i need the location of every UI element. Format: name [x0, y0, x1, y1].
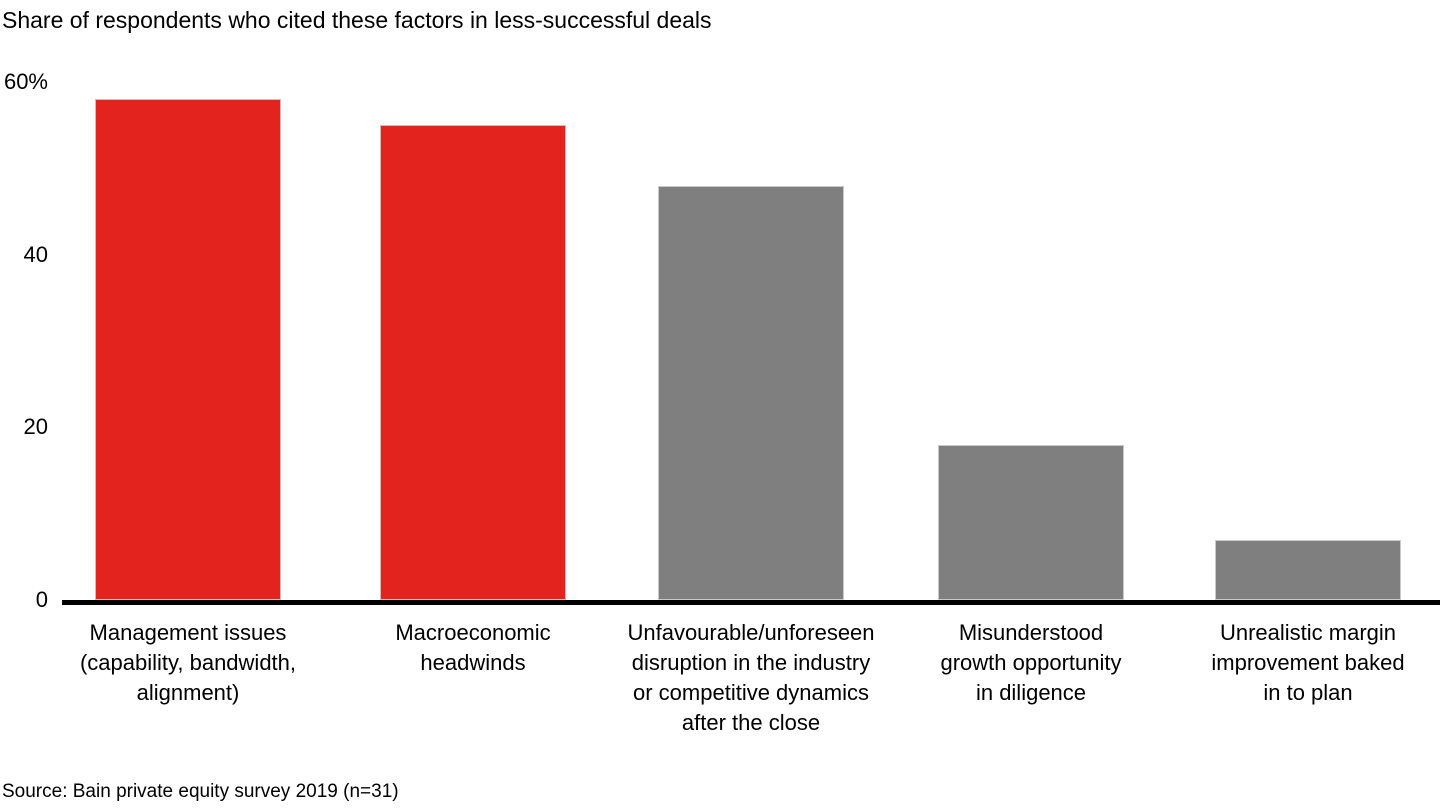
- y-axis-tick-label: 40: [23, 241, 48, 267]
- bar: [938, 444, 1124, 600]
- x-axis-label-line: Unrealistic margin: [1219, 620, 1397, 645]
- y-axis-tick-label: 60%: [3, 69, 48, 94]
- x-axis-label-line: in diligence: [975, 680, 1087, 705]
- x-axis-label-line: growth opportunity: [940, 650, 1122, 675]
- x-axis-label-line: or competitive dynamics: [633, 680, 869, 705]
- x-axis-label-line: disruption in the industry: [631, 650, 871, 675]
- x-axis-category-label: Macroeconomic headwinds: [313, 618, 633, 678]
- bar: [658, 185, 844, 600]
- x-axis-label-line: Misunderstood: [958, 620, 1104, 645]
- bar: [1215, 539, 1401, 600]
- source-note: Source: Bain private equity survey 2019 …: [2, 781, 399, 802]
- x-axis-category-label: Unrealistic margin improvement baked in to…: [1148, 618, 1440, 708]
- x-axis-line: [62, 600, 1440, 605]
- x-axis-label-line: (capability, bandwidth,: [79, 650, 297, 675]
- chart-title: Share of respondents who cited these fac…: [2, 7, 712, 33]
- x-axis-category-label: Misunderstood growth opportunity in dilige…: [871, 618, 1191, 708]
- x-axis-label-line: in to plan: [1263, 680, 1353, 705]
- x-axis-label-line: Macroeconomic: [395, 620, 551, 645]
- x-axis-label-line: headwinds: [420, 650, 526, 675]
- x-axis-label-line: improvement baked: [1211, 650, 1405, 675]
- bar: [95, 99, 281, 600]
- x-axis-category-label: Unfavourable/unforeseen disruption in the…: [591, 618, 911, 738]
- bar: [380, 125, 566, 600]
- x-axis-label-line: Unfavourable/unforeseen: [627, 620, 875, 645]
- x-axis-label-line: after the close: [681, 710, 821, 735]
- y-axis-tick-label: 20: [23, 414, 48, 440]
- x-axis-category-label: Management issues (capability, bandwidth,…: [28, 618, 348, 708]
- x-axis-label-line: alignment): [136, 680, 240, 705]
- y-axis-tick-label: 0: [35, 587, 48, 612]
- x-axis-label-line: Management issues: [89, 620, 287, 645]
